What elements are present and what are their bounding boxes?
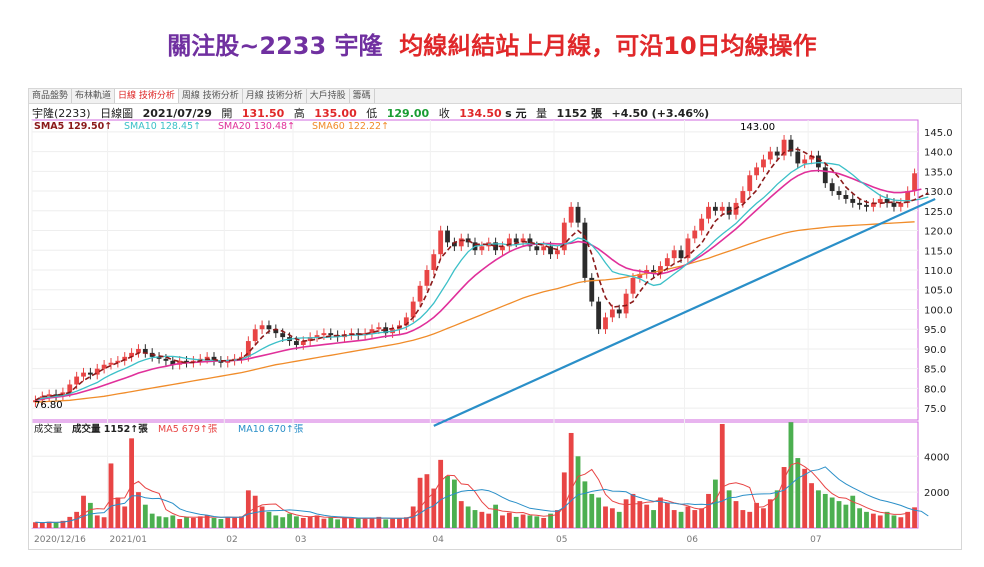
volume-value: 1152 張 — [556, 107, 602, 120]
quote-date: 2021/07/29 — [142, 107, 212, 120]
chart-panel: 商品盤勢 布林軌道 日線 技術分析 周線 技術分析 月線 技術分析 大戶持股 籌碼 宇隆(2… — [28, 88, 962, 550]
tab-market[interactable]: 商品盤勢 — [29, 89, 73, 103]
unit-label: s 元 — [505, 107, 527, 120]
open-value: 131.50 — [241, 107, 285, 120]
tab-bollinger[interactable]: 布林軌道 — [72, 89, 116, 103]
quote-bar: 宇隆(2233) 日線圖 2021/07/29 開 131.50 高 135.0… — [32, 105, 709, 121]
change-value: +4.50 (+3.46%) — [611, 107, 710, 120]
title-stock: 關注股~2233 宇隆 — [167, 32, 383, 60]
low-value: 129.00 — [386, 107, 430, 120]
open-label: 開 — [221, 107, 233, 120]
high-value: 135.00 — [314, 107, 357, 120]
title-comment: 均線糾結站上月線，可沿10日均線操作 — [399, 32, 817, 60]
page-title: 關注股~2233 宇隆 均線糾結站上月線，可沿10日均線操作 — [0, 26, 984, 61]
stock-name: 宇隆(2233) — [32, 107, 91, 120]
tab-bar: 商品盤勢 布林軌道 日線 技術分析 周線 技術分析 月線 技術分析 大戶持股 籌碼 — [29, 89, 961, 104]
tab-chips[interactable]: 籌碼 — [350, 89, 375, 103]
tab-monthly[interactable]: 月線 技術分析 — [243, 89, 307, 103]
low-label: 低 — [366, 107, 378, 120]
high-label: 高 — [293, 107, 305, 120]
period-label: 日線圖 — [100, 107, 134, 120]
volume-label: 量 — [536, 107, 548, 120]
close-label: 收 — [438, 107, 450, 120]
close-value: 134.50 — [459, 107, 502, 120]
tab-holders[interactable]: 大戶持股 — [307, 89, 350, 103]
tab-daily[interactable]: 日線 技術分析 — [115, 89, 179, 103]
tab-weekly[interactable]: 周線 技術分析 — [179, 89, 243, 103]
